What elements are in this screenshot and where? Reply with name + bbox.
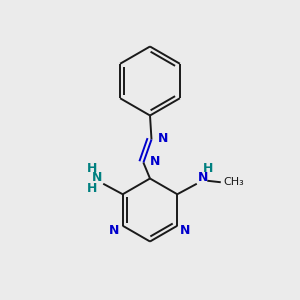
Text: N: N: [158, 131, 169, 145]
Text: H: H: [87, 162, 97, 175]
Text: N: N: [92, 171, 102, 184]
Text: N: N: [180, 224, 191, 237]
Text: H: H: [203, 162, 213, 175]
Text: N: N: [109, 224, 120, 237]
Text: CH₃: CH₃: [224, 177, 244, 187]
Text: N: N: [198, 171, 208, 184]
Text: N: N: [150, 155, 160, 168]
Text: H: H: [87, 182, 97, 195]
